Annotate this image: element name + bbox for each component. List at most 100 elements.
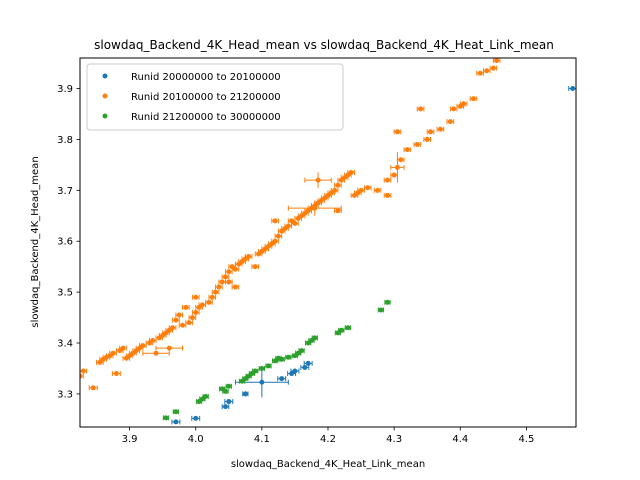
- data-point: [259, 379, 265, 385]
- x-tick-label: 4.1: [254, 434, 270, 445]
- data-point: [252, 264, 258, 270]
- data-point: [398, 157, 404, 163]
- data-point: [153, 350, 159, 356]
- legend-label: Runid 21200000 to 30000000: [131, 112, 281, 123]
- data-point: [385, 177, 391, 183]
- data-point: [332, 187, 338, 193]
- data-point: [110, 350, 116, 356]
- x-tick-label: 4.3: [386, 434, 402, 445]
- x-tick-label: 4.0: [188, 434, 204, 445]
- legend-label: Runid 20100000 to 21200000: [131, 92, 281, 103]
- plot-area: [80, 58, 576, 425]
- y-tick-label: 3.6: [57, 237, 73, 248]
- data-point: [226, 399, 232, 405]
- legend-box: [86, 63, 344, 131]
- legend-marker: [102, 93, 108, 99]
- y-tick-label: 3.8: [57, 135, 73, 146]
- data-point: [163, 415, 169, 421]
- data-point: [494, 58, 500, 64]
- y-tick-label: 3.9: [57, 84, 73, 95]
- data-point: [97, 359, 103, 365]
- data-point: [299, 348, 305, 354]
- x-tick-label: 4.2: [320, 434, 336, 445]
- data-point: [170, 325, 176, 331]
- data-point: [90, 385, 96, 391]
- data-point: [285, 354, 291, 360]
- data-point: [206, 299, 212, 305]
- data-point: [385, 299, 391, 305]
- y-axis-ticks: 3.3 3.4 3.5 3.6 3.7 3.8 3.9: [57, 84, 80, 400]
- data-point: [292, 368, 298, 374]
- data-point: [193, 294, 199, 300]
- data-point: [394, 129, 400, 135]
- y-tick-label: 3.7: [57, 186, 73, 197]
- data-point: [335, 182, 341, 188]
- data-point: [404, 147, 410, 153]
- data-point: [414, 142, 420, 148]
- data-point: [80, 373, 83, 379]
- data-point: [272, 218, 278, 224]
- legend-marker: [102, 113, 108, 119]
- data-point: [173, 409, 179, 415]
- data-point: [358, 187, 364, 193]
- data-point: [279, 356, 285, 362]
- data-point: [213, 289, 219, 295]
- data-point: [222, 274, 228, 280]
- data-point: [140, 343, 146, 349]
- data-point: [265, 363, 271, 369]
- data-point: [203, 393, 209, 399]
- x-tick-label: 4.4: [452, 434, 468, 445]
- data-point: [186, 320, 192, 326]
- data-point: [424, 136, 430, 142]
- data-point: [302, 364, 308, 370]
- data-point: [391, 172, 397, 178]
- data-point: [246, 253, 252, 259]
- x-tick-label: 3.9: [122, 434, 138, 445]
- chart-title: slowdaq_Backend_4K_Head_mean vs slowdaq_…: [94, 38, 554, 52]
- legend: Runid 20000000 to 20100000 Runid 20100000…: [86, 63, 344, 131]
- data-point: [305, 360, 311, 366]
- data-point: [375, 187, 381, 193]
- data-point: [484, 68, 490, 74]
- data-point: [418, 106, 424, 112]
- data-point: [173, 317, 179, 323]
- series-runid-21200000-to-30000000: [163, 299, 391, 421]
- data-point: [189, 315, 195, 321]
- data-point: [252, 368, 258, 374]
- data-point: [199, 302, 205, 308]
- legend-label: Runid 20000000 to 20100000: [131, 72, 281, 83]
- data-point: [173, 419, 179, 425]
- data-point: [490, 65, 496, 71]
- y-tick-label: 3.4: [57, 339, 73, 350]
- data-point: [193, 309, 199, 315]
- data-point: [183, 304, 189, 310]
- data-markers: [80, 58, 576, 425]
- data-point: [232, 284, 238, 290]
- data-point: [272, 238, 278, 244]
- data-point: [166, 345, 172, 351]
- data-point: [570, 86, 576, 92]
- data-point: [335, 208, 341, 214]
- data-point: [259, 365, 265, 371]
- x-tick-label: 4.5: [518, 434, 534, 445]
- data-point: [447, 119, 453, 125]
- data-point: [113, 371, 119, 377]
- data-point: [394, 164, 400, 170]
- series-runid-20100000-to-21200000: [80, 58, 500, 391]
- data-point: [216, 284, 222, 290]
- legend-item-runid-20000000-to-20100000: Runid 20000000 to 20100000: [102, 72, 281, 83]
- data-point: [222, 404, 228, 410]
- data-point: [378, 307, 384, 313]
- y-axis-label: slowdaq_Backend_4K_Head_mean: [30, 156, 41, 327]
- x-axis-label: slowdaq_Backend_4K_Heat_Link_mean: [231, 459, 425, 470]
- data-point: [477, 70, 483, 76]
- data-point: [451, 106, 457, 112]
- data-point: [232, 266, 238, 272]
- data-point: [209, 294, 215, 300]
- data-point: [219, 279, 225, 285]
- data-point: [285, 223, 291, 229]
- data-point: [226, 279, 232, 285]
- data-point: [385, 192, 391, 198]
- data-point: [120, 345, 126, 351]
